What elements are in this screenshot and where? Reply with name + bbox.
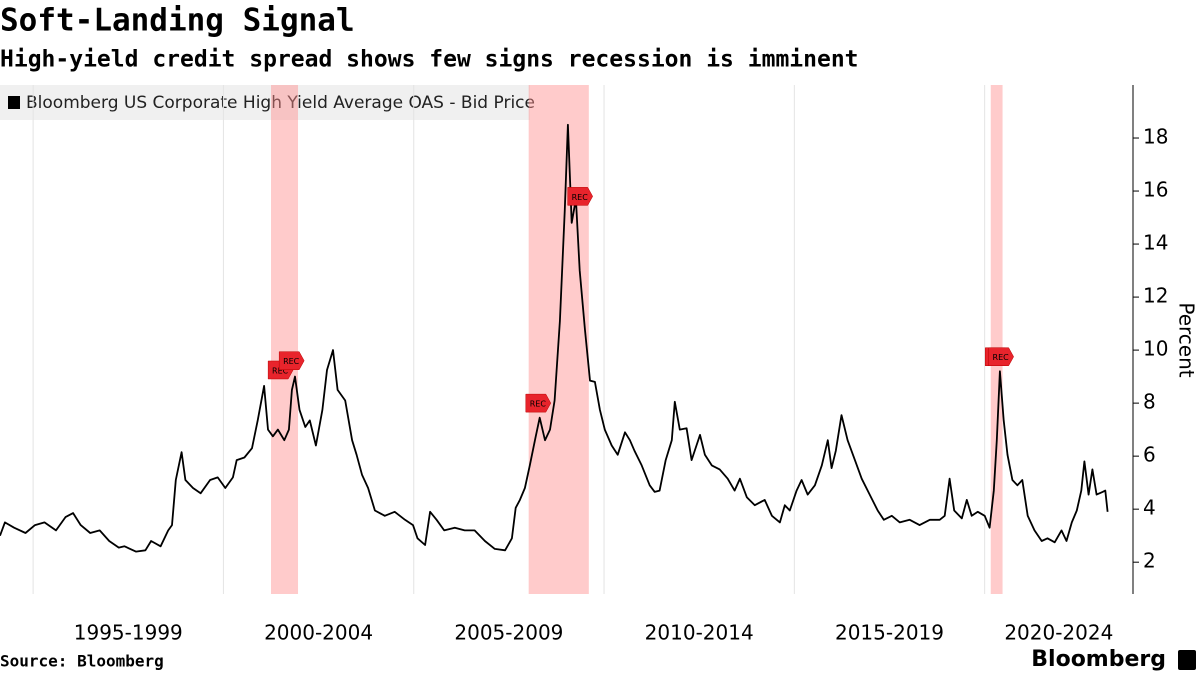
y-tick-label: 2 — [1143, 549, 1156, 573]
y-tick-label: 14 — [1143, 231, 1168, 255]
chart-title: Soft-Landing Signal — [0, 3, 355, 39]
x-tick-label: 2000-2004 — [264, 621, 373, 645]
annotation-marker — [567, 187, 593, 206]
y-tick-label: 4 — [1143, 496, 1156, 520]
chart-subtitle: High-yield credit spread shows few signs… — [0, 47, 859, 73]
legend-box — [0, 85, 530, 120]
y-axis-label: Percent — [1175, 302, 1199, 377]
x-tick-label: 2010-2014 — [645, 621, 754, 645]
data-line — [0, 123, 1109, 553]
plot-area — [0, 85, 1109, 594]
x-tick-label: 1995-1999 — [74, 621, 183, 645]
y-tick-label: 8 — [1143, 390, 1156, 414]
source: Source: Bloomberg — [0, 652, 164, 671]
annotation-label: REC — [530, 400, 547, 409]
annotation-label: REC — [283, 357, 300, 366]
x-tick-label: 2005-2009 — [454, 621, 563, 645]
y-tick-label: 6 — [1143, 443, 1156, 467]
y-tick-label: 18 — [1143, 125, 1168, 149]
logo-icon — [1178, 650, 1196, 670]
logo: Bloomberg — [1031, 647, 1166, 672]
annotation-label: REC — [272, 366, 289, 375]
legend-swatch — [8, 96, 20, 109]
x-tick-label: 2015-2019 — [835, 621, 944, 645]
annotation-marker — [988, 347, 1014, 366]
legend-label: Bloomberg US Corporate High Yield Averag… — [26, 93, 535, 113]
annotation-label: REC — [572, 193, 589, 202]
y-tick-label: 16 — [1143, 178, 1168, 202]
recession-band — [990, 85, 1003, 594]
annotation-label: REC — [993, 353, 1010, 362]
recession-band — [270, 85, 299, 594]
y-tick-label: 12 — [1143, 284, 1168, 308]
annotation-marker — [525, 393, 552, 413]
annotation-marker — [278, 351, 305, 370]
x-tick-label: 2020-2024 — [1004, 621, 1113, 645]
y-tick-label: 10 — [1143, 337, 1168, 361]
